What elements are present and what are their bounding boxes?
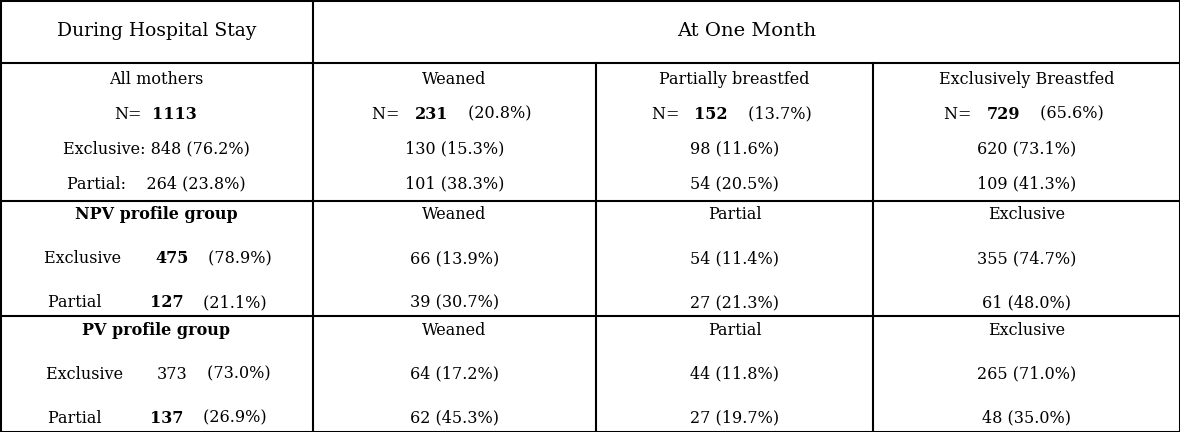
Text: 54 (11.4%): 54 (11.4%) xyxy=(690,250,779,267)
Text: Weaned: Weaned xyxy=(422,206,486,223)
Text: Partial: Partial xyxy=(48,294,132,311)
Text: Exclusive: Exclusive xyxy=(988,321,1066,339)
Text: 355 (74.7%): 355 (74.7%) xyxy=(977,250,1076,267)
Text: Partially breastfed: Partially breastfed xyxy=(660,71,809,88)
Text: NPV profile group: NPV profile group xyxy=(76,206,237,223)
Text: 101 (38.3%): 101 (38.3%) xyxy=(405,176,504,193)
Text: 54 (20.5%): 54 (20.5%) xyxy=(690,176,779,193)
Text: 61 (48.0%): 61 (48.0%) xyxy=(982,294,1071,311)
Text: 127: 127 xyxy=(150,294,183,311)
Text: (65.6%): (65.6%) xyxy=(1035,106,1103,123)
Text: 1113: 1113 xyxy=(152,106,196,123)
Text: (26.9%): (26.9%) xyxy=(198,410,267,427)
Text: N=: N= xyxy=(944,106,977,123)
Text: 62 (45.3%): 62 (45.3%) xyxy=(409,410,499,427)
Text: 729: 729 xyxy=(986,106,1020,123)
Text: 64 (17.2%): 64 (17.2%) xyxy=(409,365,499,383)
Text: (21.1%): (21.1%) xyxy=(198,294,267,311)
Text: Exclusive: Exclusive xyxy=(46,365,138,383)
Text: N=: N= xyxy=(653,106,684,123)
Text: 475: 475 xyxy=(155,250,189,267)
Text: At One Month: At One Month xyxy=(677,22,815,40)
Text: N=: N= xyxy=(113,106,142,123)
Text: Partial: Partial xyxy=(48,410,132,427)
Text: Partial:    264 (23.8%): Partial: 264 (23.8%) xyxy=(67,176,245,193)
Text: 130 (15.3%): 130 (15.3%) xyxy=(405,141,504,158)
Text: 152: 152 xyxy=(695,106,728,123)
Text: 66 (13.9%): 66 (13.9%) xyxy=(409,250,499,267)
Text: 27 (19.7%): 27 (19.7%) xyxy=(690,410,779,427)
Text: 109 (41.3%): 109 (41.3%) xyxy=(977,176,1076,193)
Text: Partial: Partial xyxy=(708,321,761,339)
Text: N=: N= xyxy=(372,106,405,123)
Text: 231: 231 xyxy=(414,106,448,123)
Text: 98 (11.6%): 98 (11.6%) xyxy=(690,141,779,158)
Text: Weaned: Weaned xyxy=(422,321,486,339)
Text: 265 (71.0%): 265 (71.0%) xyxy=(977,365,1076,383)
Text: (20.8%): (20.8%) xyxy=(463,106,531,123)
Text: (73.0%): (73.0%) xyxy=(202,365,270,383)
Text: (13.7%): (13.7%) xyxy=(743,106,812,123)
Text: 373: 373 xyxy=(157,365,188,383)
Text: Exclusive: 848 (76.2%): Exclusive: 848 (76.2%) xyxy=(63,141,250,158)
Text: During Hospital Stay: During Hospital Stay xyxy=(57,22,256,40)
Text: (78.9%): (78.9%) xyxy=(203,250,271,267)
Text: All mothers: All mothers xyxy=(110,71,203,88)
Text: 137: 137 xyxy=(150,410,183,427)
Text: Exclusive: Exclusive xyxy=(44,250,137,267)
Text: 39 (30.7%): 39 (30.7%) xyxy=(409,294,499,311)
Text: Exclusively Breastfed: Exclusively Breastfed xyxy=(939,71,1114,88)
Text: Weaned: Weaned xyxy=(422,71,486,88)
Text: Partial: Partial xyxy=(708,206,761,223)
Text: 44 (11.8%): 44 (11.8%) xyxy=(690,365,779,383)
Text: 620 (73.1%): 620 (73.1%) xyxy=(977,141,1076,158)
Text: 48 (35.0%): 48 (35.0%) xyxy=(982,410,1071,427)
Text: Exclusive: Exclusive xyxy=(988,206,1066,223)
Text: PV profile group: PV profile group xyxy=(83,321,230,339)
Text: 27 (21.3%): 27 (21.3%) xyxy=(690,294,779,311)
